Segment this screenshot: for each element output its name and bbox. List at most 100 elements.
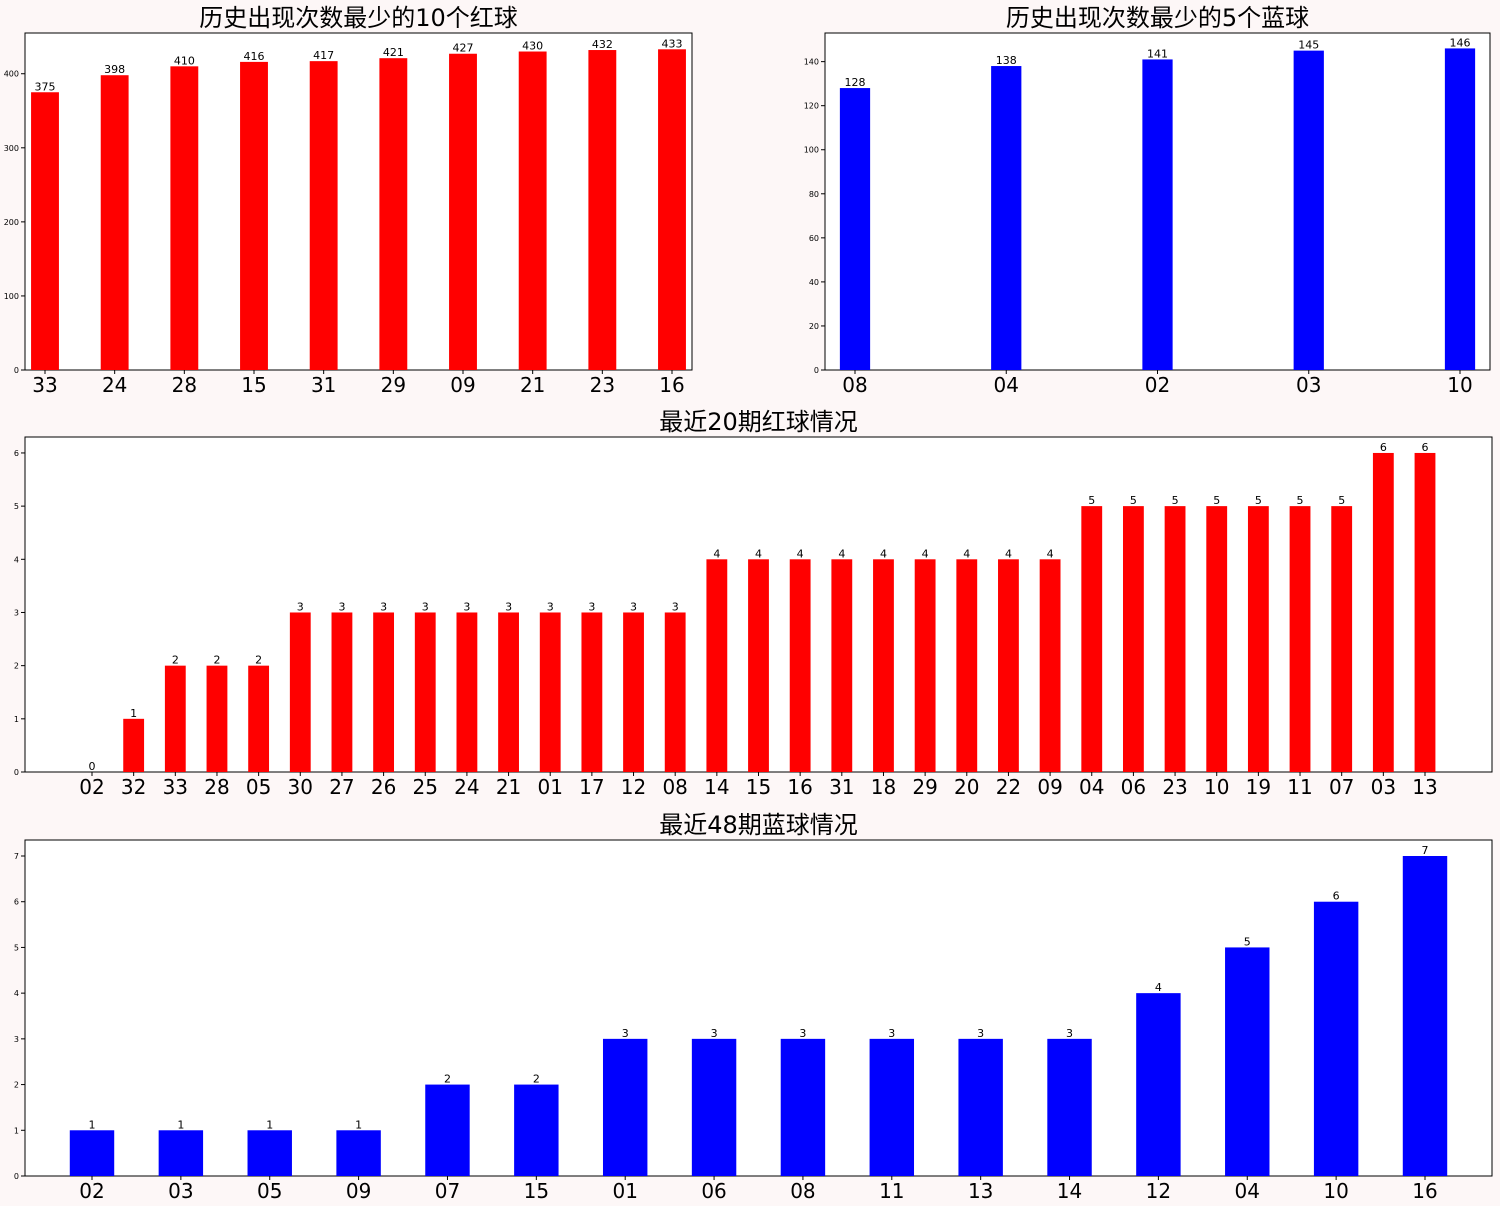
y-tick-label: 20 — [809, 322, 819, 331]
y-tick-label: 0 — [14, 1172, 19, 1181]
chart-title: 历史出现次数最少的10个红球 — [199, 4, 518, 32]
y-tick-label: 100 — [804, 146, 819, 155]
x-tick-label: 13 — [968, 1179, 993, 1203]
bar — [991, 66, 1022, 370]
bar — [1293, 50, 1324, 371]
y-tick-label: 7 — [14, 852, 19, 861]
x-tick-label: 21 — [520, 373, 545, 397]
bar-value-label: 4 — [1047, 547, 1054, 560]
bar — [1402, 856, 1448, 1176]
y-tick-label: 0 — [14, 366, 19, 375]
bar — [1444, 48, 1476, 370]
chart-4: 最近48期蓝球情况0123456710210310510920721530130… — [14, 811, 1493, 1203]
bar — [331, 612, 353, 772]
bar — [498, 612, 519, 772]
bar — [206, 665, 228, 772]
x-tick-label: 25 — [413, 775, 438, 799]
x-tick-label: 07 — [1329, 775, 1354, 799]
x-tick-label: 33 — [32, 373, 57, 397]
bar — [373, 612, 395, 772]
bar — [539, 612, 561, 772]
bar — [425, 1084, 470, 1176]
x-tick-label: 02 — [79, 775, 104, 799]
bar — [1414, 452, 1436, 772]
x-tick-label: 08 — [790, 1179, 815, 1203]
y-tick-label: 60 — [809, 234, 819, 243]
x-tick-label: 16 — [787, 775, 812, 799]
x-tick-label: 14 — [704, 775, 729, 799]
bar — [789, 559, 811, 772]
bar-value-label: 5 — [1213, 494, 1220, 507]
bar-value-label: 2 — [255, 654, 262, 667]
bar-value-label: 3 — [1066, 1027, 1073, 1040]
bar-value-label: 6 — [1380, 441, 1387, 454]
bar-value-label: 3 — [711, 1027, 718, 1040]
x-tick-label: 31 — [311, 373, 336, 397]
x-tick-label: 17 — [579, 775, 604, 799]
bar-value-label: 3 — [338, 600, 345, 613]
bar — [1164, 506, 1186, 772]
y-tick-label: 1 — [14, 715, 19, 724]
x-tick-label: 03 — [1296, 373, 1321, 397]
bar-value-label: 145 — [1298, 39, 1319, 52]
bar-value-label: 4 — [922, 547, 929, 560]
bar-value-label: 3 — [505, 600, 512, 613]
x-tick-label: 08 — [662, 775, 687, 799]
bar — [248, 665, 270, 772]
chart-title: 最近20期红球情况 — [659, 408, 858, 436]
x-tick-label: 23 — [1162, 775, 1187, 799]
chart-1: 历史出现次数最少的10个红球 0 100 200 300 400 375 33 398 24 410… — [4, 4, 693, 397]
y-tick-label: 80 — [809, 190, 819, 199]
bar — [1122, 506, 1144, 772]
chart-3: 最近20期红球情况0123456002132233228205330327326… — [14, 408, 1493, 799]
bar-value-label: 3 — [622, 1027, 629, 1040]
bar-value-label: 427 — [453, 42, 474, 55]
x-tick-label: 07 — [435, 1179, 460, 1203]
bar-value-label: 3 — [630, 600, 637, 613]
x-tick-label: 24 — [454, 775, 479, 799]
bar-value-label: 3 — [463, 600, 470, 613]
bar — [1289, 506, 1311, 772]
x-tick-label: 03 — [168, 1179, 193, 1203]
bar-value-label: 0 — [89, 760, 96, 773]
bar-value-label: 4 — [755, 547, 762, 560]
x-tick-label: 24 — [102, 373, 127, 397]
bar — [706, 559, 728, 772]
bar-value-label: 421 — [383, 46, 404, 59]
bar — [958, 1038, 1003, 1176]
x-tick-label: 09 — [450, 373, 475, 397]
bar — [623, 612, 644, 772]
bar — [69, 1130, 115, 1176]
x-tick-label: 29 — [381, 373, 406, 397]
bar — [247, 1130, 292, 1176]
chart-2: 历史出现次数最少的5个蓝球020406080100120140128081380… — [804, 4, 1491, 397]
bar-value-label: 3 — [977, 1027, 984, 1040]
x-tick-label: 04 — [994, 373, 1019, 397]
bar — [998, 559, 1019, 772]
x-tick-label: 19 — [1246, 775, 1271, 799]
bar — [456, 612, 478, 772]
bar-value-label: 3 — [672, 600, 679, 613]
bar — [602, 1038, 648, 1176]
bar-value-label: 5 — [1255, 494, 1262, 507]
y-tick-label: 140 — [804, 58, 819, 67]
bar — [869, 1038, 915, 1176]
y-tick-label: 6 — [14, 449, 19, 458]
y-tick-label: 120 — [804, 102, 819, 111]
x-tick-label: 01 — [537, 775, 562, 799]
bar-value-label: 6 — [1333, 890, 1340, 903]
x-tick-label: 06 — [1121, 775, 1146, 799]
bar — [170, 66, 199, 370]
bar — [831, 559, 853, 772]
x-tick-label: 18 — [871, 775, 896, 799]
y-tick-label: 4 — [14, 989, 19, 998]
bar — [1247, 506, 1269, 772]
y-tick-label: 400 — [4, 70, 19, 79]
y-tick-label: 3 — [14, 1035, 19, 1044]
bar-value-label: 1 — [130, 707, 137, 720]
bar — [1039, 559, 1061, 772]
x-tick-label: 31 — [829, 775, 854, 799]
bar-value-label: 141 — [1147, 47, 1168, 60]
bar — [289, 612, 311, 772]
